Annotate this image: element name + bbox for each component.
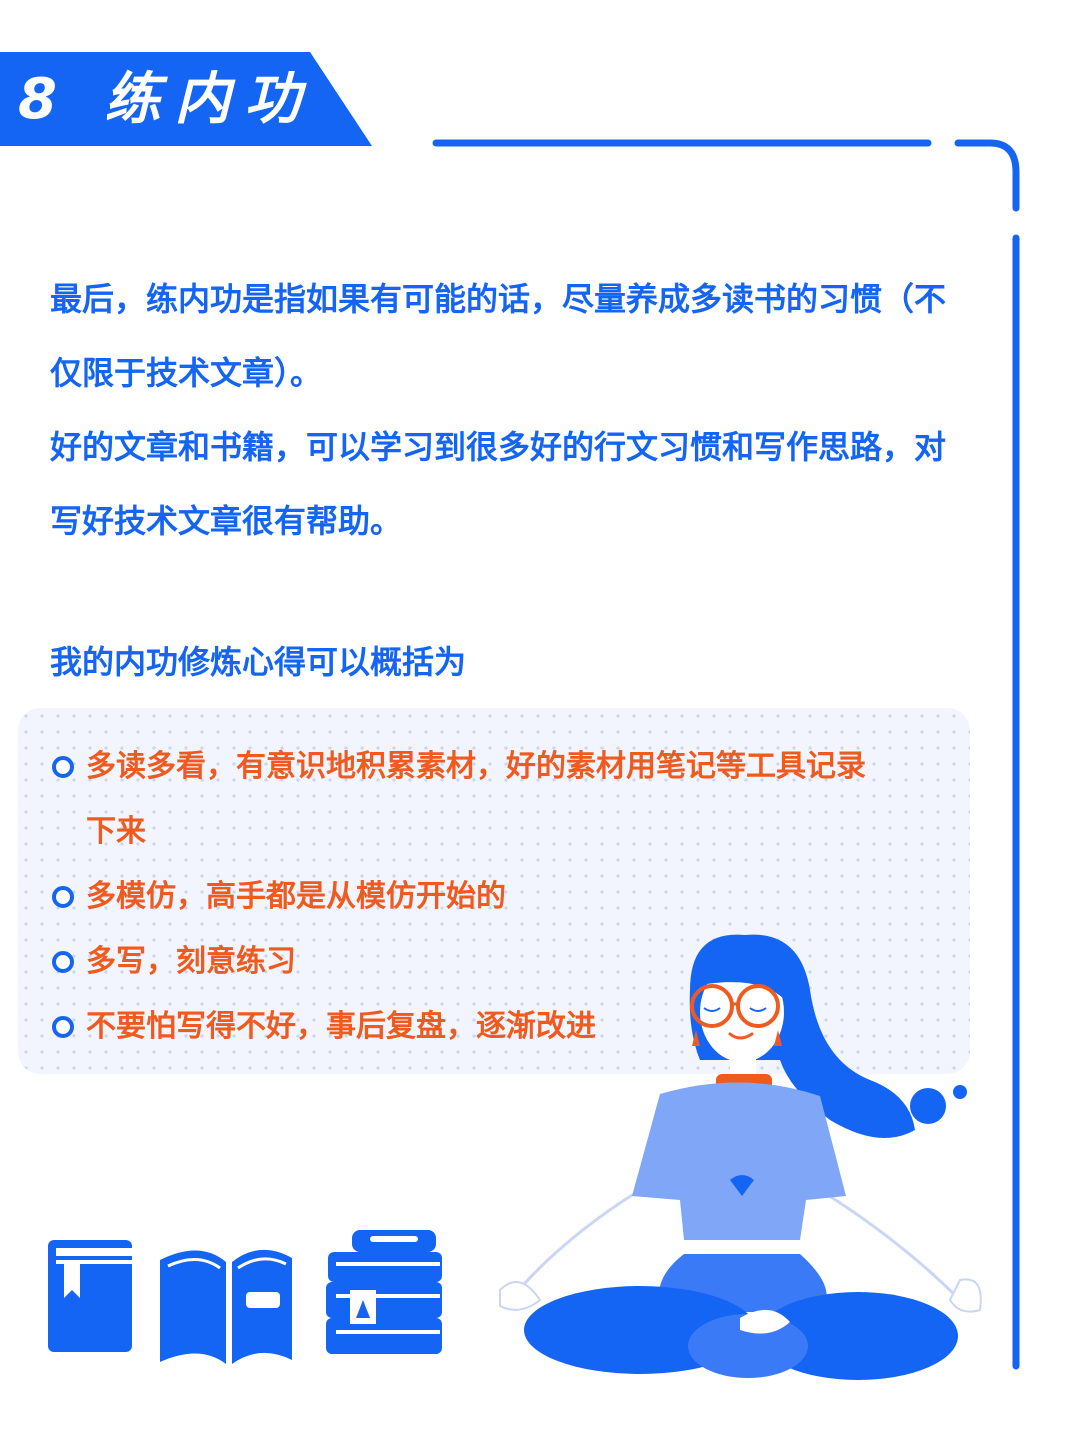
list-item: 多读多看，有意识地积累素材，好的素材用笔记等工具记录下来 <box>18 734 880 864</box>
intro-text: 最后，练内功是指如果有可能的话，尽量养成多读书的习惯（不仅限于技术文章）。 好的… <box>50 262 950 558</box>
list-item: 多模仿，高手都是从模仿开始的 <box>18 864 880 929</box>
tip-text: 多读多看，有意识地积累素材，好的素材用笔记等工具记录下来 <box>86 749 866 849</box>
page-title: 8 练内功 <box>18 67 315 132</box>
tips-list: 多读多看，有意识地积累素材，好的素材用笔记等工具记录下来 多模仿，高手都是从模仿… <box>18 708 970 1059</box>
tip-text: 多模仿，高手都是从模仿开始的 <box>86 879 506 914</box>
closed-book-icon <box>48 1240 132 1352</box>
circle-bullet-icon <box>52 756 74 778</box>
intro-paragraph-1: 最后，练内功是指如果有可能的话，尽量养成多读书的习惯（不仅限于技术文章）。 <box>50 280 947 392</box>
open-book-icon <box>160 1249 292 1364</box>
circle-bullet-icon <box>52 951 74 973</box>
list-item: 多写，刻意练习 <box>18 929 880 994</box>
tip-text: 多写，刻意练习 <box>86 944 296 979</box>
list-item: 不要怕写得不好，事后复盘，逐渐改进 <box>18 994 880 1059</box>
book-stack-icon <box>326 1230 442 1354</box>
circle-bullet-icon <box>52 1016 74 1038</box>
intro-paragraph-2: 好的文章和书籍，可以学习到很多好的行文习惯和写作思路，对写好技术文章很有帮助。 <box>50 428 947 540</box>
circle-bullet-icon <box>52 886 74 908</box>
tips-heading: 我的内功修炼心得可以概括为 <box>50 643 467 681</box>
tip-text: 不要怕写得不好，事后复盘，逐渐改进 <box>86 1009 596 1044</box>
header-banner <box>0 52 372 146</box>
